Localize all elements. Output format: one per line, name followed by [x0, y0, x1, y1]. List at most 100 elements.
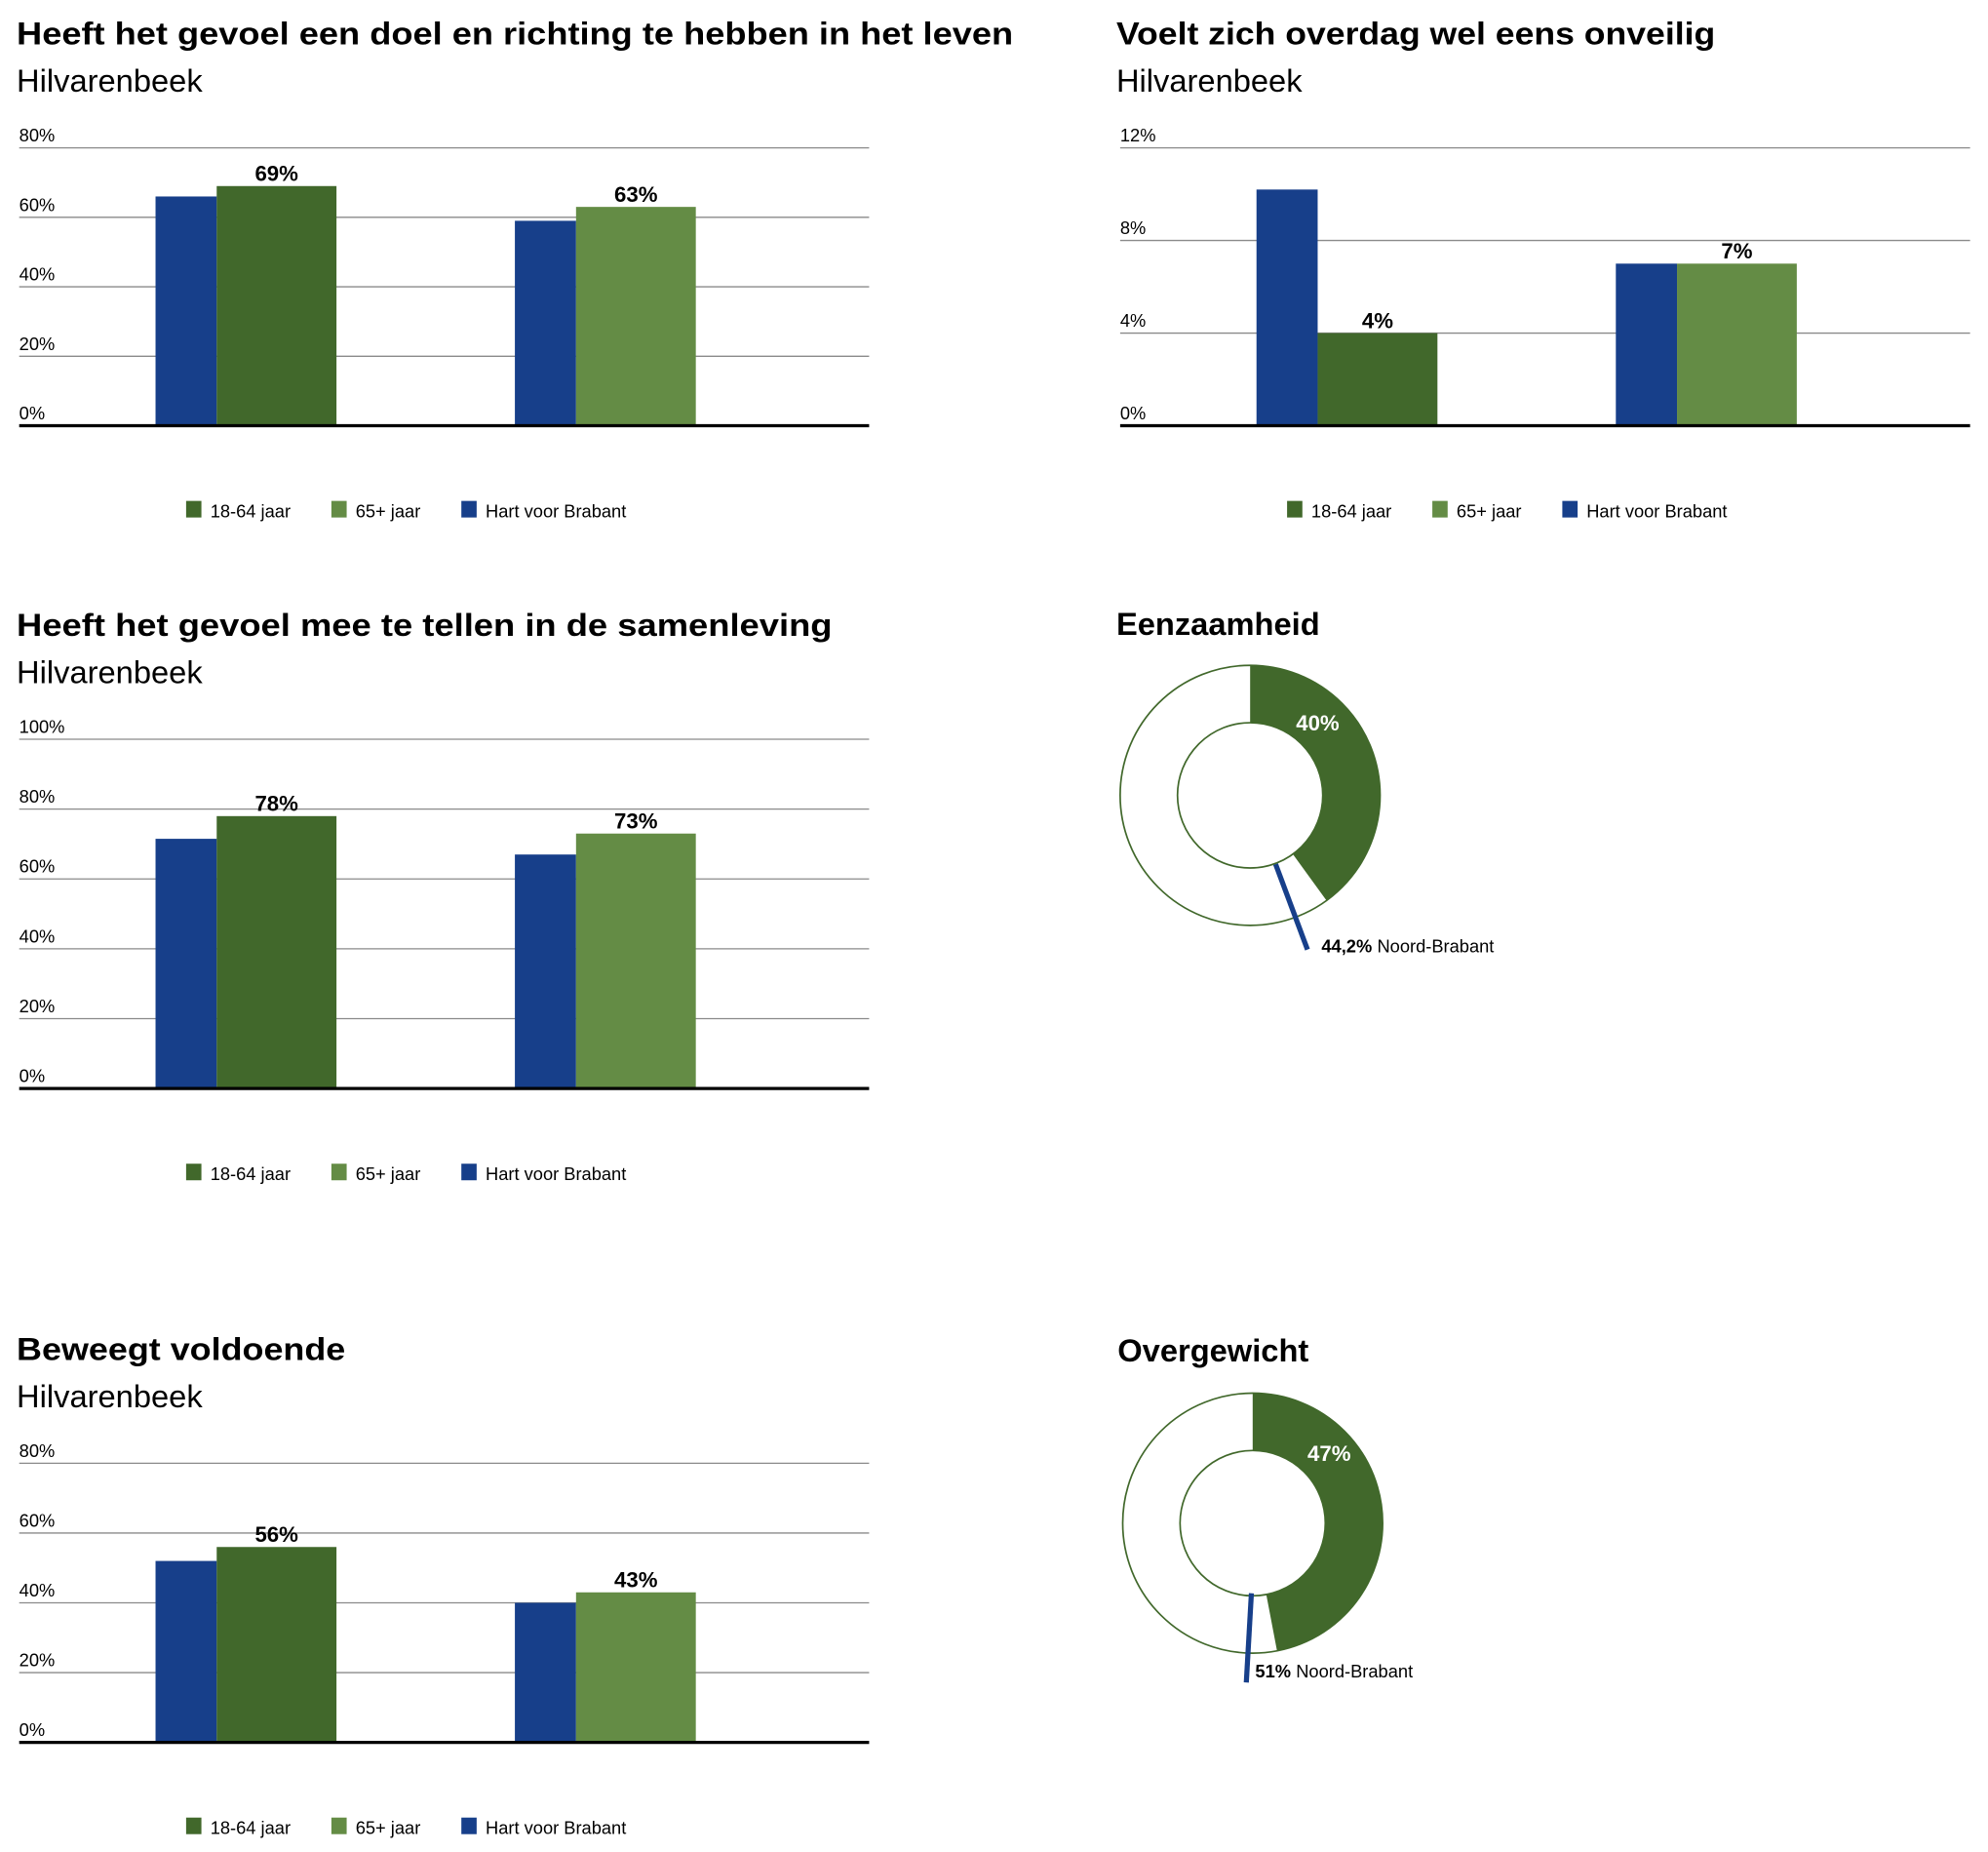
chart-title: Eenzaamheid [1116, 606, 1320, 642]
data-label: 63% [614, 182, 658, 207]
chart-title: Voelt zich overdag wel eens onveilig [1116, 16, 1715, 52]
y-tick-label: 4% [1120, 310, 1146, 331]
legend-swatch [185, 500, 202, 518]
legend-swatch [331, 500, 347, 518]
bar-chart-4: Beweegt voldoende Hilvarenbeek 0% 20% 40% 60%… [17, 1331, 870, 1838]
legend-label: 18-64 jaar [211, 501, 291, 522]
bar-hart-voor-brabant [155, 839, 217, 1089]
bar-65-plus-jaar [575, 833, 696, 1089]
legend-swatch [1562, 500, 1579, 518]
reference-label: 44,2% Noord-Brabant [1321, 935, 1494, 956]
chart-title: Heeft het gevoel een doel en richting te… [17, 16, 1013, 52]
reference-name: Noord-Brabant [1377, 935, 1494, 956]
y-tick-label: 60% [19, 856, 56, 877]
y-tick-label: 80% [19, 786, 56, 807]
chart-title: Overgewicht [1117, 1332, 1308, 1368]
y-tick-label: 40% [19, 264, 56, 285]
reference-name: Noord-Brabant [1296, 1661, 1413, 1681]
chart-subtitle: Hilvarenbeek [17, 654, 203, 690]
legend-swatch [185, 1817, 202, 1834]
donut-value-label: 40% [1296, 711, 1340, 735]
bar-hart-voor-brabant [155, 196, 217, 426]
chart-subtitle: Hilvarenbeek [17, 1378, 203, 1414]
y-tick-label: 0% [1120, 403, 1146, 423]
chart-subtitle: Hilvarenbeek [1116, 62, 1303, 99]
bar-hart-voor-brabant [515, 854, 576, 1089]
donut-inner-ring [1176, 722, 1324, 869]
legend-swatch [461, 1817, 477, 1834]
bar-hart-voor-brabant [1616, 263, 1678, 426]
legend-label: 65+ jaar [1457, 501, 1522, 522]
legend: 18-64 jaar 65+ jaar Hart voor Brabant [185, 1163, 626, 1184]
bar-65-plus-jaar [575, 1592, 696, 1743]
legend-swatch [1432, 500, 1448, 518]
y-tick-label: 60% [19, 194, 56, 215]
legend-label: 18-64 jaar [1311, 501, 1391, 522]
reference-value: 51% [1255, 1661, 1291, 1681]
bar-chart-2: Voelt zich overdag wel eens onveilig Hilv… [1116, 16, 1970, 522]
bar-65-plus-jaar [1677, 263, 1797, 426]
donut-value-label: 47% [1307, 1441, 1351, 1466]
donut-segment [1250, 665, 1381, 901]
data-label: 69% [254, 162, 298, 186]
y-tick-label: 20% [19, 334, 56, 354]
legend-swatch [185, 1163, 202, 1181]
legend-swatch [1287, 500, 1303, 518]
data-label: 4% [1362, 308, 1393, 333]
y-tick-label: 0% [19, 403, 45, 423]
y-tick-label: 100% [19, 716, 65, 736]
y-tick-label: 20% [19, 996, 56, 1016]
data-label: 43% [614, 1568, 658, 1593]
chart-title: Heeft het gevoel mee te tellen in de sam… [17, 607, 832, 643]
legend-swatch [461, 500, 477, 518]
legend-label: 18-64 jaar [211, 1163, 291, 1184]
bar-hart-voor-brabant [1256, 189, 1318, 426]
bar-18-64-jaar [1317, 333, 1438, 426]
y-tick-label: 12% [1120, 125, 1156, 145]
reference-marker [1243, 1593, 1255, 1683]
legend-label: Hart voor Brabant [1586, 501, 1727, 522]
legend-label: Hart voor Brabant [486, 501, 626, 522]
data-label: 78% [254, 792, 298, 816]
data-label: 7% [1721, 239, 1752, 263]
reference-value: 44,2% [1321, 935, 1372, 956]
chart-subtitle: Hilvarenbeek [17, 62, 203, 99]
reference-label: 51% Noord-Brabant [1255, 1661, 1413, 1681]
legend-label: 65+ jaar [356, 501, 421, 522]
y-tick-label: 80% [19, 125, 56, 145]
legend-swatch [331, 1817, 347, 1834]
y-tick-label: 8% [1120, 217, 1146, 238]
reference-marker [1272, 863, 1310, 951]
y-tick-label: 60% [19, 1510, 56, 1530]
bar-18-64-jaar [216, 815, 337, 1089]
y-tick-label: 0% [19, 1066, 45, 1086]
legend-label: 18-64 jaar [211, 1818, 291, 1838]
legend: 18-64 jaar 65+ jaar Hart voor Brabant [185, 500, 626, 522]
y-tick-label: 40% [19, 926, 56, 946]
bar-hart-voor-brabant [155, 1560, 217, 1743]
bar-hart-voor-brabant [515, 1602, 576, 1743]
bar-18-64-jaar [216, 185, 337, 426]
donut-inner-ring [1179, 1449, 1327, 1597]
legend-swatch [331, 1163, 347, 1181]
y-tick-label: 40% [19, 1580, 56, 1600]
donut-chart-eenzaamheid: Eenzaamheid 40% 44,2% Noord-Brabant [1116, 606, 1494, 956]
bar-65-plus-jaar [575, 207, 696, 426]
bar-chart-1: Heeft het gevoel een doel en richting te… [17, 16, 1013, 522]
legend-swatch [461, 1163, 477, 1181]
legend-label: Hart voor Brabant [486, 1163, 626, 1184]
legend-label: 65+ jaar [356, 1818, 421, 1838]
y-tick-label: 80% [19, 1440, 56, 1461]
y-tick-label: 20% [19, 1650, 56, 1671]
legend-label: Hart voor Brabant [486, 1818, 626, 1838]
bar-chart-3: Heeft het gevoel mee te tellen in de sam… [17, 607, 870, 1184]
legend-label: 65+ jaar [356, 1163, 421, 1184]
bar-hart-voor-brabant [515, 220, 576, 426]
y-tick-label: 0% [19, 1719, 45, 1740]
bar-18-64-jaar [216, 1547, 337, 1743]
data-label: 56% [254, 1522, 298, 1547]
donut-chart-overgewicht: Overgewicht 47% 51% Noord-Brabant [1117, 1332, 1413, 1683]
chart-title: Beweegt voldoende [17, 1331, 345, 1367]
data-label: 73% [614, 808, 658, 833]
